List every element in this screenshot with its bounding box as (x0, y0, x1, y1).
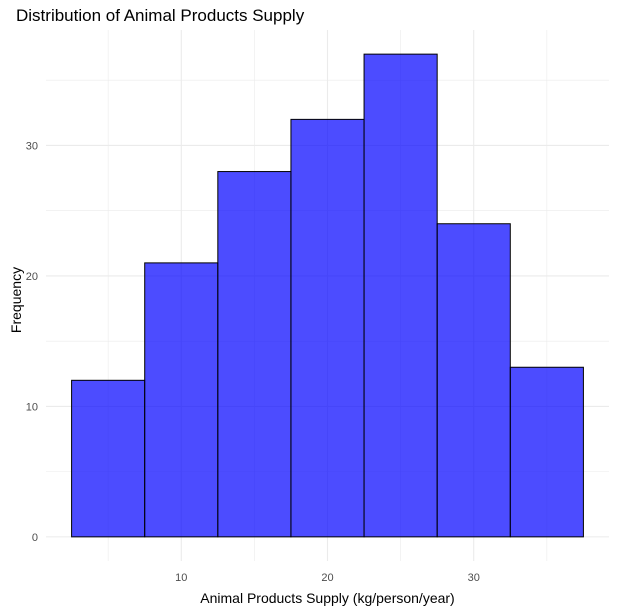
histogram-bar (509, 366, 584, 538)
histogram-bar (363, 53, 438, 538)
x-axis-label: Animal Products Supply (kg/person/year) (200, 590, 455, 606)
chart-title: Distribution of Animal Products Supply (16, 6, 305, 25)
x-tick-label: 30 (468, 572, 480, 584)
x-tick-label: 20 (321, 572, 333, 584)
histogram-bar (144, 262, 219, 538)
y-tick-label: 30 (26, 140, 38, 152)
histogram-bar (290, 118, 365, 538)
histogram-bar (217, 171, 292, 538)
y-tick-label: 0 (32, 532, 38, 544)
x-tick-label: 10 (175, 572, 187, 584)
histogram-bar (71, 379, 146, 538)
y-tick-label: 20 (26, 271, 38, 283)
y-tick-label: 10 (26, 401, 38, 413)
histogram-bar (436, 223, 511, 538)
